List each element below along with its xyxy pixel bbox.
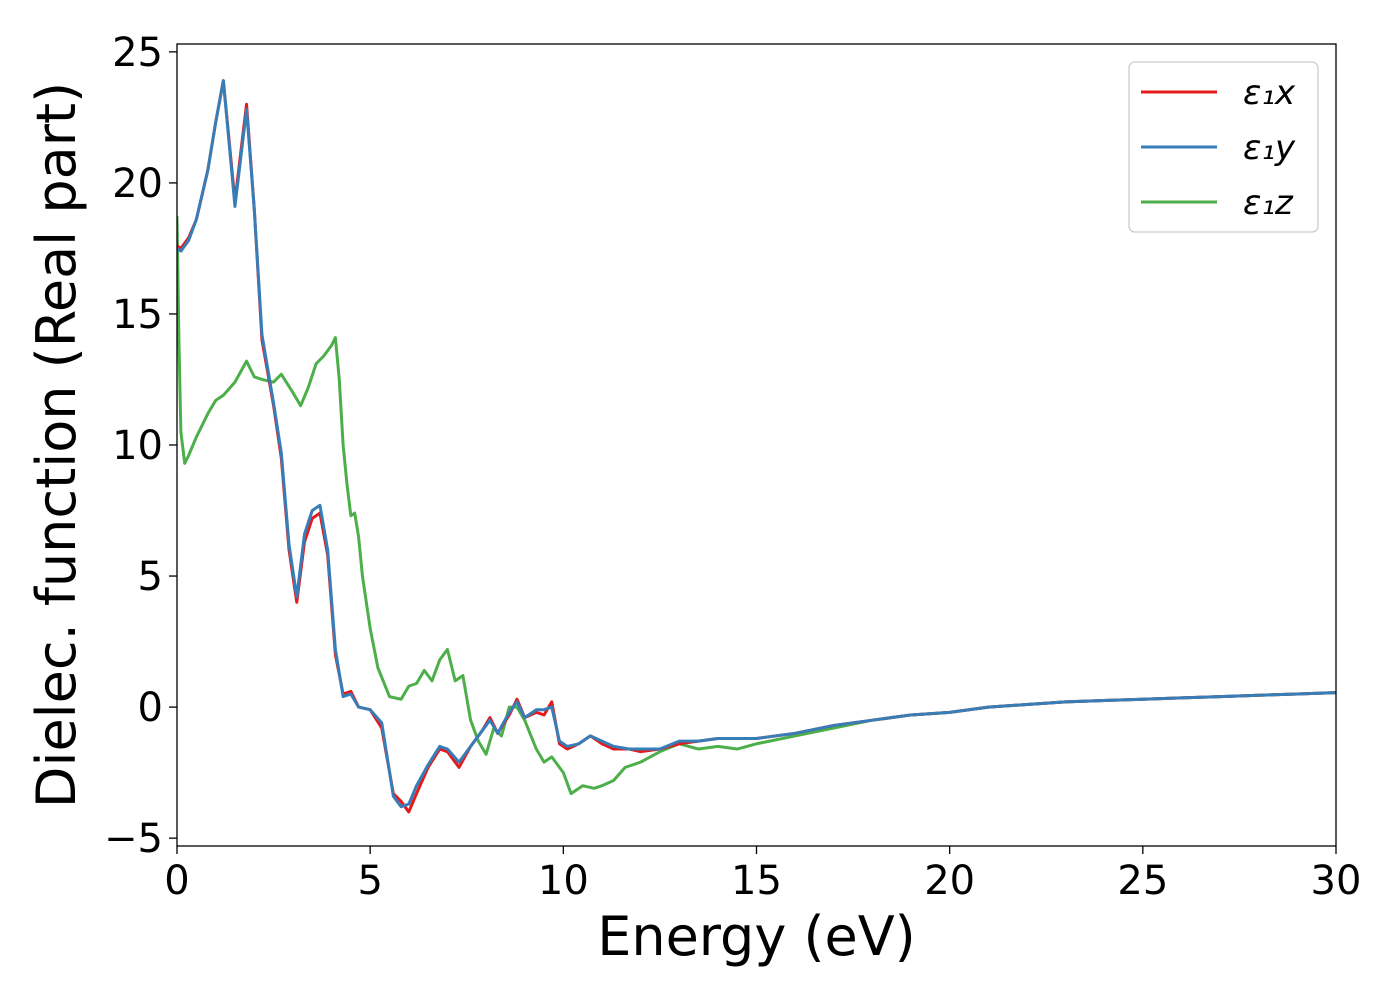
y-tick-label: 0	[138, 685, 163, 731]
series-layer	[177, 79, 1336, 814]
x-tick-label: 10	[538, 858, 589, 904]
x-tick-label: 25	[1117, 858, 1168, 904]
y-tick-label: 15	[112, 292, 163, 338]
y-tick-label: 20	[112, 161, 163, 207]
y-axis-label: Dielec. function (Real part)	[25, 82, 88, 808]
y-tick-label: −5	[104, 816, 163, 862]
x-axis-label: Energy (eV)	[597, 905, 916, 968]
legend-label: ε₁z	[1243, 183, 1294, 223]
legend: ε₁x ε₁y ε₁z	[1128, 61, 1319, 233]
y-tick-label: 25	[112, 30, 163, 76]
y-tick-label: 5	[138, 554, 163, 600]
legend-label: ε₁y	[1243, 128, 1296, 168]
series-line-e1z	[177, 215, 1336, 796]
y-axis: −5 0 5 10 15 20 25	[104, 30, 177, 862]
legend-label: ε₁x	[1243, 73, 1296, 113]
x-tick-label: 15	[731, 858, 782, 904]
x-tick-label: 20	[924, 858, 975, 904]
y-tick-label: 10	[112, 423, 163, 469]
legend-box	[1128, 61, 1319, 233]
x-axis: 0 5 10 15 20 25 30	[164, 846, 1361, 904]
x-tick-label: 0	[164, 858, 189, 904]
x-tick-label: 5	[357, 858, 382, 904]
x-tick-label: 30	[1311, 858, 1362, 904]
series-line-e1y	[177, 79, 1336, 809]
